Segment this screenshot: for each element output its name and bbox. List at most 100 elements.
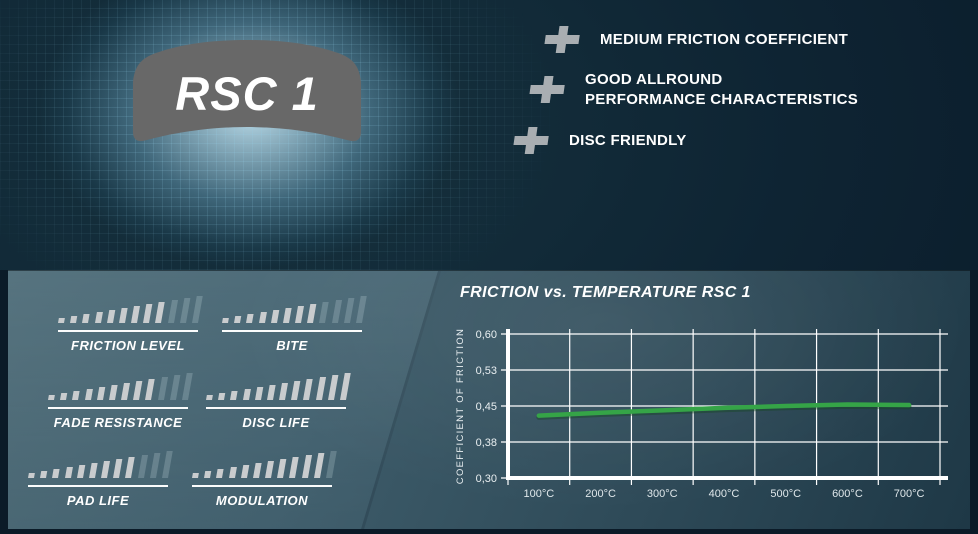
rating-bar-filled [121,383,131,400]
rating-divider [222,330,362,332]
rating-bar-filled [258,312,267,323]
rating-bar-filled [143,304,153,323]
rating-bar-filled [84,389,93,400]
rating-block: FRICTION LEVEL [58,295,203,353]
rating-bar-filled [192,473,199,478]
hero-section: RSC 1 MEDIUM FRICTION COEFFICIENT GOOD AL… [0,0,978,270]
plus-icon [529,76,565,103]
rating-block: PAD LIFE [28,450,173,508]
friction-temperature-chart: 0,60 0,53 0,45 0,38 0,30 100°C 200°C 300°C 400°C… [455,328,948,500]
rating-bar-empty [319,302,330,323]
rating-bars [192,450,337,478]
x-tick-label: 300°C [647,488,678,500]
rating-bar-filled [230,391,238,400]
rating-bar-filled [76,465,85,478]
rating-divider [28,485,168,487]
rating-label: DISC LIFE [242,415,310,430]
rating-bar-filled [327,375,339,400]
rating-bar-empty [169,375,181,400]
rating-bar-filled [277,459,287,478]
feature-list: MEDIUM FRICTION COEFFICIENT GOOD ALLROUND… [512,26,858,155]
plus-icon [544,26,580,53]
feature-item: GOOD ALLROUND PERFORMANCE CHARACTERISTICS [528,70,858,110]
rating-bar-filled [216,469,224,478]
rating-bar-empty [157,377,168,400]
y-tick-label: 0,53 [476,365,497,377]
y-tick-label: 0,30 [476,473,497,485]
rating-bar-filled [222,318,229,323]
feature-label: DISC FRIENDLY [569,132,687,149]
rating-bar-filled [40,471,48,478]
brake-pad-shape [133,40,361,142]
y-tick-label: 0,45 [476,401,497,413]
rating-bar-filled [106,310,115,323]
rating-bar-filled [206,395,213,400]
y-tick-label: 0,38 [476,437,497,449]
rating-bar-empty [331,300,342,323]
rating-bar-filled [246,314,254,323]
rating-bar-filled [291,381,301,400]
rating-bar-empty [343,298,355,323]
rating-bar-filled [266,385,276,400]
x-tick-label: 400°C [709,488,740,500]
rating-bar-filled [313,453,325,478]
rating-bar-filled [228,467,237,478]
rating-bar-filled [94,312,103,323]
rating-block: MODULATION [192,450,337,508]
x-tick-label: 500°C [770,488,801,500]
rating-bar-filled [64,467,73,478]
rating-bar-filled [303,379,314,400]
rating-block: FADE RESISTANCE [48,372,193,430]
rating-bar-filled [88,463,98,478]
rating-bar-filled [155,302,166,323]
rating-label: FRICTION LEVEL [71,338,185,353]
rating-bar-filled [52,469,60,478]
rating-bars [222,295,367,323]
feature-item: DISC FRIENDLY [512,127,687,155]
rating-bar-filled [58,318,65,323]
rating-bars [48,372,193,400]
rating-bar-filled [28,473,35,478]
rating-bar-filled [118,308,128,323]
x-tick-label: 200°C [585,488,616,500]
rating-bar-filled [113,459,123,478]
rating-bar-filled [131,306,141,323]
rating-bar-filled [270,310,279,323]
rating-bar-filled [315,377,326,400]
rating-block: DISC LIFE [206,372,351,430]
rating-bar-filled [125,457,136,478]
rating-bar-empty [149,453,161,478]
chart-title: FRICTION vs. TEMPERATURE RSC 1 [460,284,751,301]
rating-bar-filled [60,393,68,400]
specs-panel: FRICTION LEVEL BITE FADE RESISTANCE DISC LI… [8,270,970,529]
x-tick-label: 700°C [894,488,925,500]
brake-pad-image: RSC 1 [133,40,361,142]
rating-bars [28,450,173,478]
rating-bar-filled [48,395,55,400]
rating-bar-filled [234,316,242,323]
rating-bar-filled [82,314,90,323]
rating-bar-filled [70,316,78,323]
rating-bar-filled [240,465,249,478]
rating-bars [206,372,351,400]
rating-divider [48,407,188,409]
rating-bar-filled [307,304,317,323]
rating-bar-filled [282,308,292,323]
rating-bar-filled [289,457,300,478]
rating-bar-filled [254,387,263,400]
rating-bar-filled [301,455,312,478]
rating-label: BITE [276,338,308,353]
product-name: RSC 1 [175,67,318,120]
rating-bar-filled [265,461,275,478]
rating-bar-filled [145,379,156,400]
plus-icon [513,127,549,154]
x-tick-label: 100°C [524,488,555,500]
rating-bar-filled [204,471,212,478]
feature-item: MEDIUM FRICTION COEFFICIENT [543,26,848,54]
rating-divider [206,407,346,409]
rating-label: FADE RESISTANCE [53,415,183,430]
rating-bar-filled [72,391,80,400]
rating-block: BITE [222,295,367,353]
rating-bar-filled [108,385,118,400]
rating-bar-empty [167,300,178,323]
